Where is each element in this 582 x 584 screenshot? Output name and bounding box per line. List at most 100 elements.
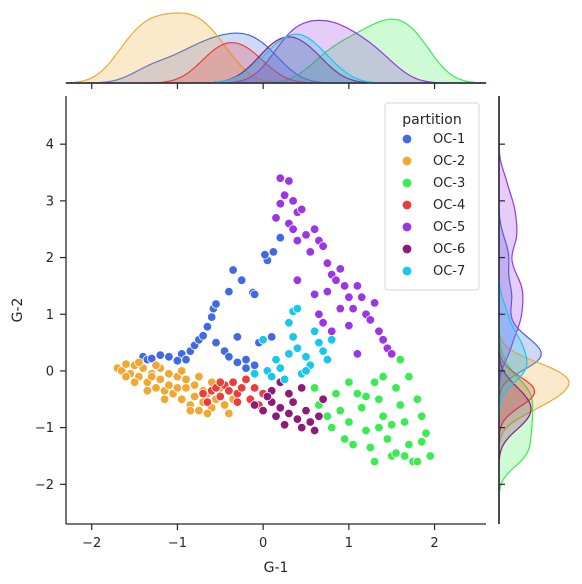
scatter-point bbox=[331, 388, 341, 399]
scatter-point bbox=[344, 417, 354, 427]
scatter-point bbox=[421, 428, 431, 439]
scatter-point bbox=[241, 374, 251, 385]
scatter-point bbox=[288, 397, 298, 407]
scatter-point bbox=[361, 425, 371, 436]
legend-box bbox=[384, 102, 480, 291]
scatter-point bbox=[172, 383, 183, 393]
scatter-point bbox=[262, 391, 273, 402]
scatter-point bbox=[271, 411, 281, 422]
scatter-point bbox=[412, 456, 423, 467]
scatter-point bbox=[357, 292, 367, 302]
scatter-point bbox=[305, 417, 316, 427]
scatter-point bbox=[271, 213, 281, 223]
scatter-point bbox=[301, 366, 311, 376]
scatter-point bbox=[155, 374, 166, 385]
scatter-point bbox=[425, 451, 436, 461]
scatter-point bbox=[322, 354, 333, 365]
scatter-point bbox=[185, 405, 196, 416]
scatter-point bbox=[305, 247, 316, 257]
scatter-point bbox=[284, 349, 294, 359]
scatter-point bbox=[228, 265, 238, 275]
scatter-point bbox=[176, 394, 187, 405]
x-tick-label: 1 bbox=[345, 536, 353, 551]
legend-label: OC-5 bbox=[433, 220, 465, 235]
scatter-point bbox=[292, 414, 303, 424]
scatter-point bbox=[297, 204, 307, 215]
right-marginal-kde bbox=[498, 96, 570, 524]
scatter-point bbox=[309, 425, 320, 436]
scatter-point bbox=[297, 383, 307, 393]
y-tick-label: 0 bbox=[46, 364, 54, 379]
scatter-point bbox=[232, 332, 243, 342]
scatter-point bbox=[224, 386, 234, 396]
scatter-point bbox=[335, 405, 346, 416]
scatter-point bbox=[292, 235, 303, 246]
scatter-point bbox=[297, 422, 307, 433]
scatter-point bbox=[224, 408, 234, 419]
scatter-point bbox=[404, 371, 414, 382]
scatter-point bbox=[344, 377, 354, 388]
scatter-point bbox=[232, 357, 243, 368]
y-ticks: −2 −1 0 1 2 3 4 bbox=[35, 138, 505, 493]
scatter-point bbox=[275, 198, 286, 209]
scatter-point bbox=[378, 371, 388, 382]
legend-marker bbox=[401, 177, 413, 189]
scatter-point bbox=[322, 258, 333, 268]
scatter-point bbox=[268, 247, 279, 257]
scatter-point bbox=[327, 422, 337, 433]
scatter-point bbox=[275, 173, 286, 183]
scatter-point bbox=[284, 408, 294, 419]
scatter-point bbox=[241, 363, 251, 373]
scatter-point bbox=[194, 371, 204, 382]
scatter-point bbox=[309, 326, 320, 337]
scatter-point bbox=[309, 224, 320, 234]
scatter-point bbox=[327, 326, 337, 337]
scatter-point bbox=[301, 352, 311, 362]
x-tick-label: −1 bbox=[168, 536, 187, 551]
scatter-point bbox=[369, 456, 380, 467]
scatter-point bbox=[399, 451, 410, 461]
scatter-point bbox=[189, 380, 200, 390]
scatter-point bbox=[399, 417, 410, 427]
scatter-point bbox=[121, 371, 131, 382]
scatter-point bbox=[164, 352, 174, 362]
y-tick-label: −2 bbox=[35, 478, 54, 493]
scatter-point bbox=[146, 353, 157, 364]
y-tick-label: −1 bbox=[35, 421, 54, 436]
scatter-point bbox=[314, 411, 324, 422]
scatter-point bbox=[391, 448, 401, 458]
legend-marker bbox=[401, 199, 413, 211]
scatter-point bbox=[267, 371, 277, 382]
scatter-point bbox=[309, 383, 320, 393]
scatter-point bbox=[378, 335, 388, 345]
scatter-point bbox=[146, 371, 157, 382]
scatter-point bbox=[211, 299, 221, 309]
scatter-point bbox=[348, 303, 358, 314]
scatter-point bbox=[279, 374, 290, 385]
scatter-point bbox=[181, 354, 191, 365]
legend-label: OC-7 bbox=[433, 264, 465, 279]
scatter-point bbox=[181, 383, 191, 393]
scatter-point bbox=[172, 356, 183, 366]
scatter-point bbox=[357, 403, 367, 413]
scatter-point bbox=[412, 394, 423, 405]
scatter-point bbox=[365, 442, 376, 453]
scatter-point bbox=[267, 332, 277, 342]
scatter-point bbox=[374, 422, 384, 433]
scatter-point bbox=[395, 354, 406, 365]
scatter-point bbox=[275, 403, 286, 413]
scatter-point bbox=[292, 303, 303, 314]
scatter-point bbox=[260, 249, 270, 260]
scatter-point bbox=[309, 289, 320, 300]
legend-label: OC-6 bbox=[433, 242, 465, 257]
scatter-point bbox=[159, 394, 170, 405]
y-tick-label: 4 bbox=[46, 138, 54, 153]
legend-marker bbox=[401, 155, 413, 167]
y-tick-label: 1 bbox=[46, 308, 54, 323]
scatter-point bbox=[224, 286, 234, 297]
scatter-point bbox=[339, 281, 350, 291]
x-ticks: −2 −1 0 1 2 bbox=[82, 83, 439, 551]
scatter-point bbox=[301, 230, 311, 240]
scatter-point bbox=[318, 346, 328, 356]
